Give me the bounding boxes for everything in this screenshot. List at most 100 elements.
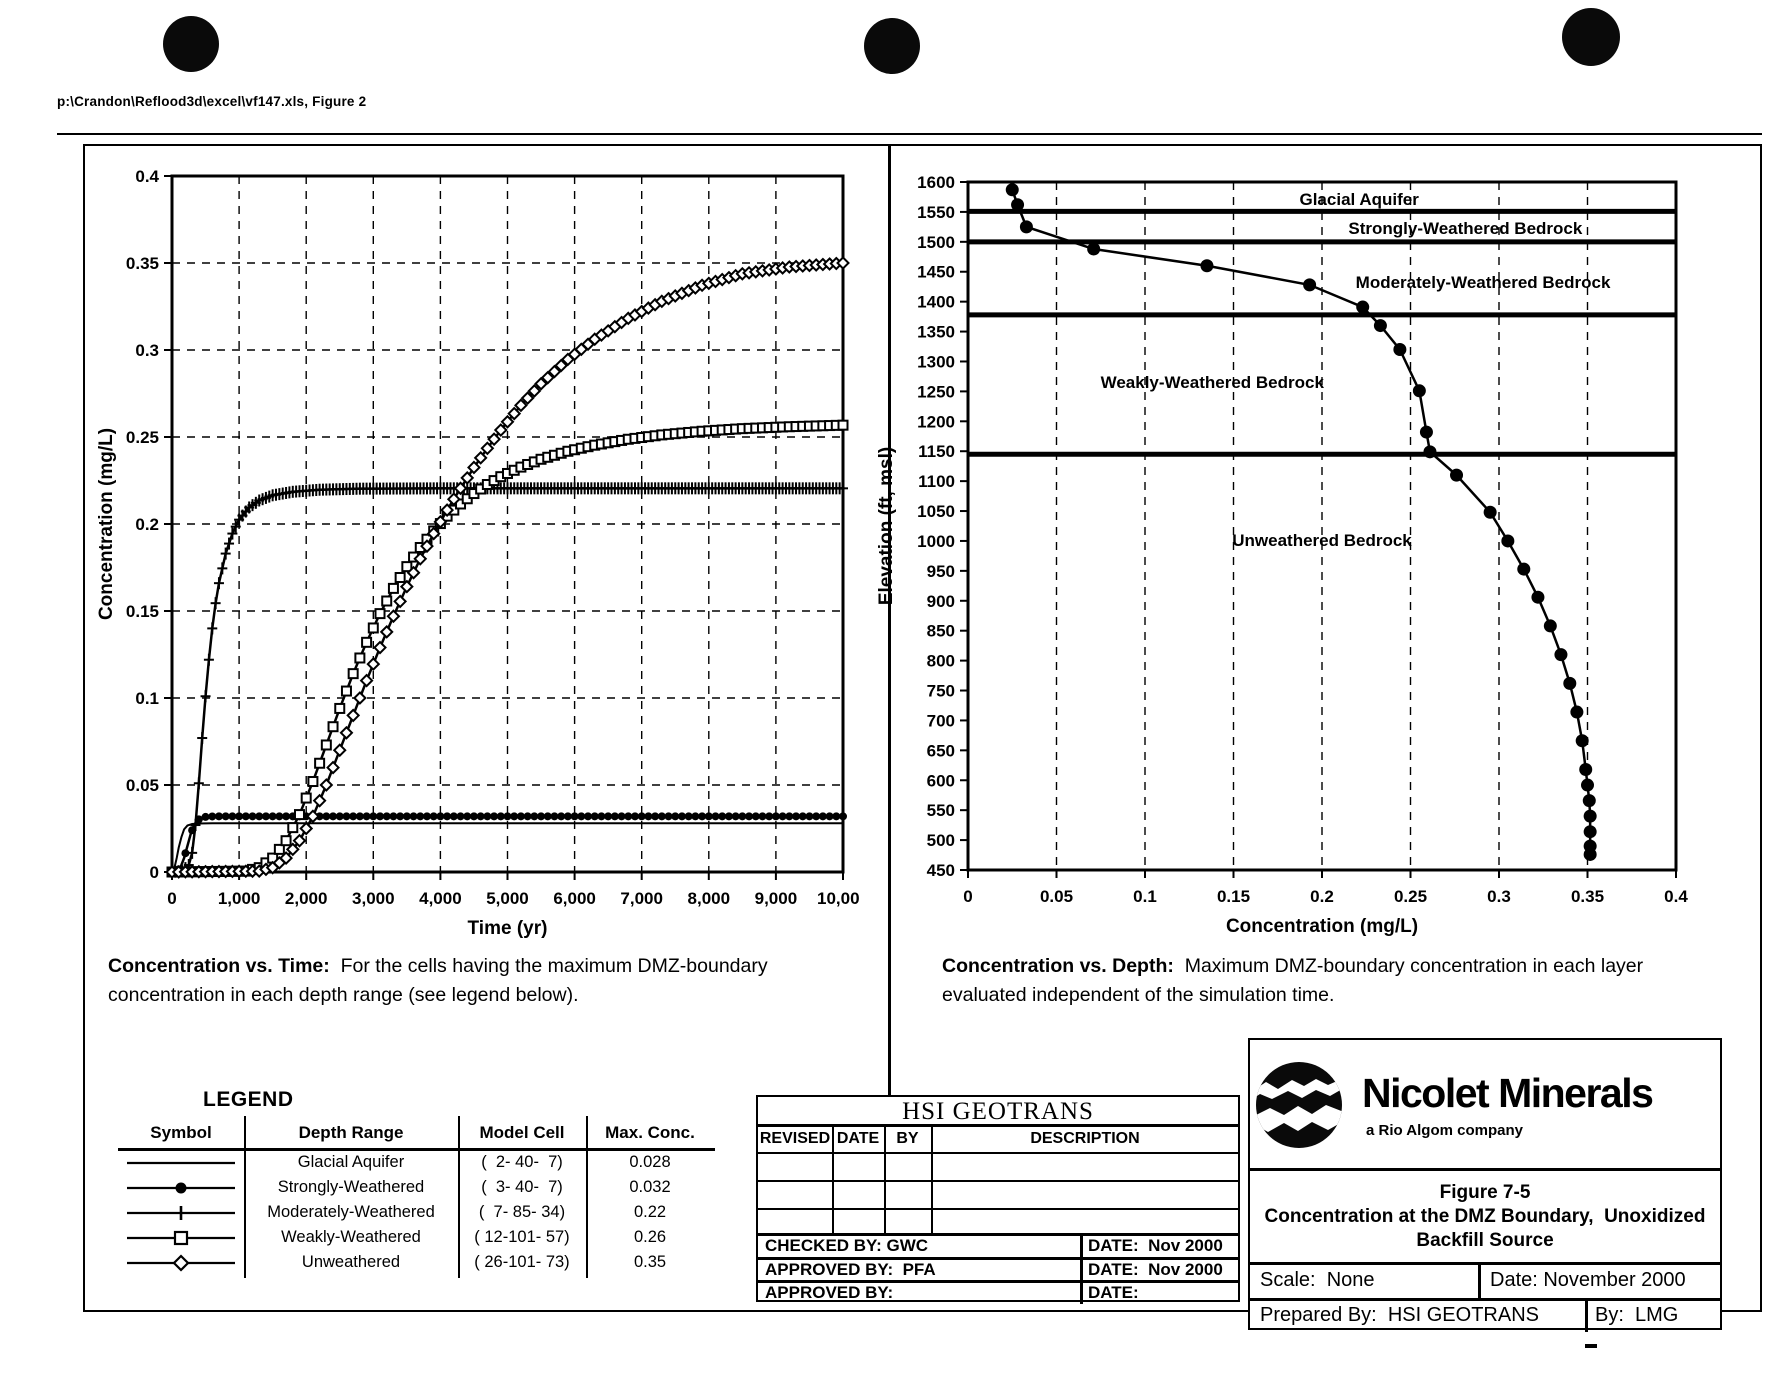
right-chart-caption: Concentration vs. Depth: Maximum DMZ-bou… [942,952,1702,1010]
svg-text:9,000: 9,000 [755,889,798,908]
figure-title-line2: Backfill Source [1416,1230,1554,1251]
svg-text:450: 450 [927,861,955,880]
svg-text:0.35: 0.35 [126,254,159,273]
rt-line [931,1124,933,1235]
rt-line [758,1208,1238,1210]
revision-table: HSI GEOTRANS REVISED DATE BY DESCRIPTION… [756,1095,1240,1304]
svg-text:1,000: 1,000 [218,889,261,908]
rt-line [758,1233,1238,1236]
header-underline [57,133,1762,135]
svg-text:800: 800 [927,652,955,671]
legend-row: Moderately-Weathered ( 7- 85- 34) 0.22 [115,1202,715,1226]
svg-text:Concentration (mg/L): Concentration (mg/L) [96,428,117,620]
svg-text:0.1: 0.1 [135,689,159,708]
svg-text:750: 750 [927,682,955,701]
left-caption-lead: Concentration vs. Time: [108,955,330,977]
svg-text:600: 600 [927,771,955,790]
title-block: Nicolet Minerals a Rio Algom company Fig… [1248,1038,1722,1332]
checked-date-cell: DATE: Nov 2000 [1088,1236,1223,1255]
svg-text:1200: 1200 [917,412,955,431]
svg-text:0.05: 0.05 [1040,887,1073,906]
legend-rows: Glacial Aquifer ( 2- 40- 7) 0.028 Strongly-… [115,1086,715,1286]
svg-text:0.05: 0.05 [126,776,159,795]
scan-mark [1585,1344,1597,1348]
svg-text:0.25: 0.25 [1394,887,1427,906]
by-cell: By: LMG [1595,1304,1679,1326]
legend-header-model-cell: Model Cell [479,1123,565,1142]
legend-model-cell: ( 12-101- 57) [474,1228,570,1246]
svg-text:1150: 1150 [918,442,955,461]
svg-text:1050: 1050 [917,502,955,521]
revision-col-description: DESCRIPTION [1030,1130,1140,1147]
svg-text:3,000: 3,000 [352,889,395,908]
legend-symbol-diamond [127,1254,235,1272]
svg-text:0.4: 0.4 [1664,887,1688,906]
svg-text:1350: 1350 [917,323,955,342]
legend-depth-range: Strongly-Weathered [277,1178,425,1196]
legend-max-conc: 0.028 [629,1153,671,1171]
legend-max-conc: 0.22 [633,1203,667,1221]
right-caption-lead: Concentration vs. Depth: [942,955,1174,977]
legend-model-cell: ( 2- 40- 7) [481,1153,563,1171]
rt-line [884,1124,886,1235]
svg-text:2,000: 2,000 [285,889,328,908]
svg-text:1550: 1550 [917,203,955,222]
revision-col-date: DATE [836,1130,880,1147]
svg-text:1500: 1500 [917,233,955,252]
punch-hole-left [163,16,219,72]
legend-model-cell: ( 7- 85- 34) [478,1203,566,1221]
svg-text:1250: 1250 [917,382,955,401]
svg-text:700: 700 [927,711,955,730]
nicolet-minerals-logo [1256,1062,1342,1148]
svg-text:550: 550 [927,801,955,820]
approved-date-cell: DATE: Nov 2000 [1088,1260,1223,1279]
legend-title: LEGEND [203,1088,294,1111]
rt-line [758,1280,1238,1283]
punch-hole-center [864,18,920,74]
svg-text:0.35: 0.35 [1571,887,1604,906]
legend-header-rule [118,1148,715,1151]
svg-text:Unweathered Bedrock: Unweathered Bedrock [1232,531,1412,550]
legend-max-conc: 0.032 [629,1178,671,1196]
revision-col-by: BY [896,1130,919,1147]
legend-max-conc: 0.26 [633,1228,667,1246]
svg-text:1100: 1100 [918,472,955,491]
concentration-vs-depth-chart: 0 0.05 0.1 0.15 0.2 0.25 0.3 0.35 0.4 450 500 550 60… [876,173,1688,937]
svg-text:0: 0 [963,887,972,906]
company-name: Nicolet Minerals [1362,1070,1654,1116]
scale-cell: Scale: None [1260,1269,1375,1291]
svg-text:0.1: 0.1 [1133,887,1157,906]
svg-text:4,000: 4,000 [419,889,462,908]
svg-text:950: 950 [927,562,955,581]
svg-text:Weakly-Weathered Bedrock: Weakly-Weathered Bedrock [1101,373,1325,392]
svg-text:Elevation (ft, msl): Elevation (ft, msl) [876,447,897,605]
svg-text:1600: 1600 [917,173,955,192]
svg-text:Concentration (mg/L): Concentration (mg/L) [1226,916,1418,937]
legend-divider-3 [586,1116,588,1278]
panel-divider [888,144,891,1095]
svg-text:Glacial Aquifer: Glacial Aquifer [1299,190,1419,209]
legend-symbol-circle [127,1182,235,1194]
svg-text:8,000: 8,000 [688,889,731,908]
svg-text:0.3: 0.3 [1487,887,1511,906]
file-path-text: p:\Crandon\Reflood3d\excel\vf147.xls, Fi… [57,94,367,109]
revision-table-title: HSI GEOTRANS [902,1098,1094,1125]
figure-number: Figure 7-5 [1439,1182,1531,1203]
legend-header-depth-range: Depth Range [298,1123,404,1142]
svg-text:650: 650 [927,741,955,760]
rt-line [758,1124,1238,1127]
legend-model-cell: ( 3- 40- 7) [481,1178,563,1196]
svg-text:900: 900 [927,592,955,611]
svg-text:Time (yr): Time (yr) [468,918,548,939]
rt-line [758,1152,1238,1154]
svg-text:0.15: 0.15 [126,602,159,621]
legend-header-max-conc: Max. Conc. [605,1123,695,1142]
svg-text:0.2: 0.2 [1310,887,1334,906]
legend-row: Strongly-Weathered ( 3- 40- 7) 0.032 [115,1177,715,1201]
svg-text:0: 0 [150,863,159,882]
legend-row: Weakly-Weathered ( 12-101- 57) 0.26 [115,1227,715,1251]
legend-divider-2 [458,1116,460,1278]
legend-symbol-plus [127,1206,235,1220]
left-chart-caption: Concentration vs. Time: For the cells ha… [108,952,780,1010]
